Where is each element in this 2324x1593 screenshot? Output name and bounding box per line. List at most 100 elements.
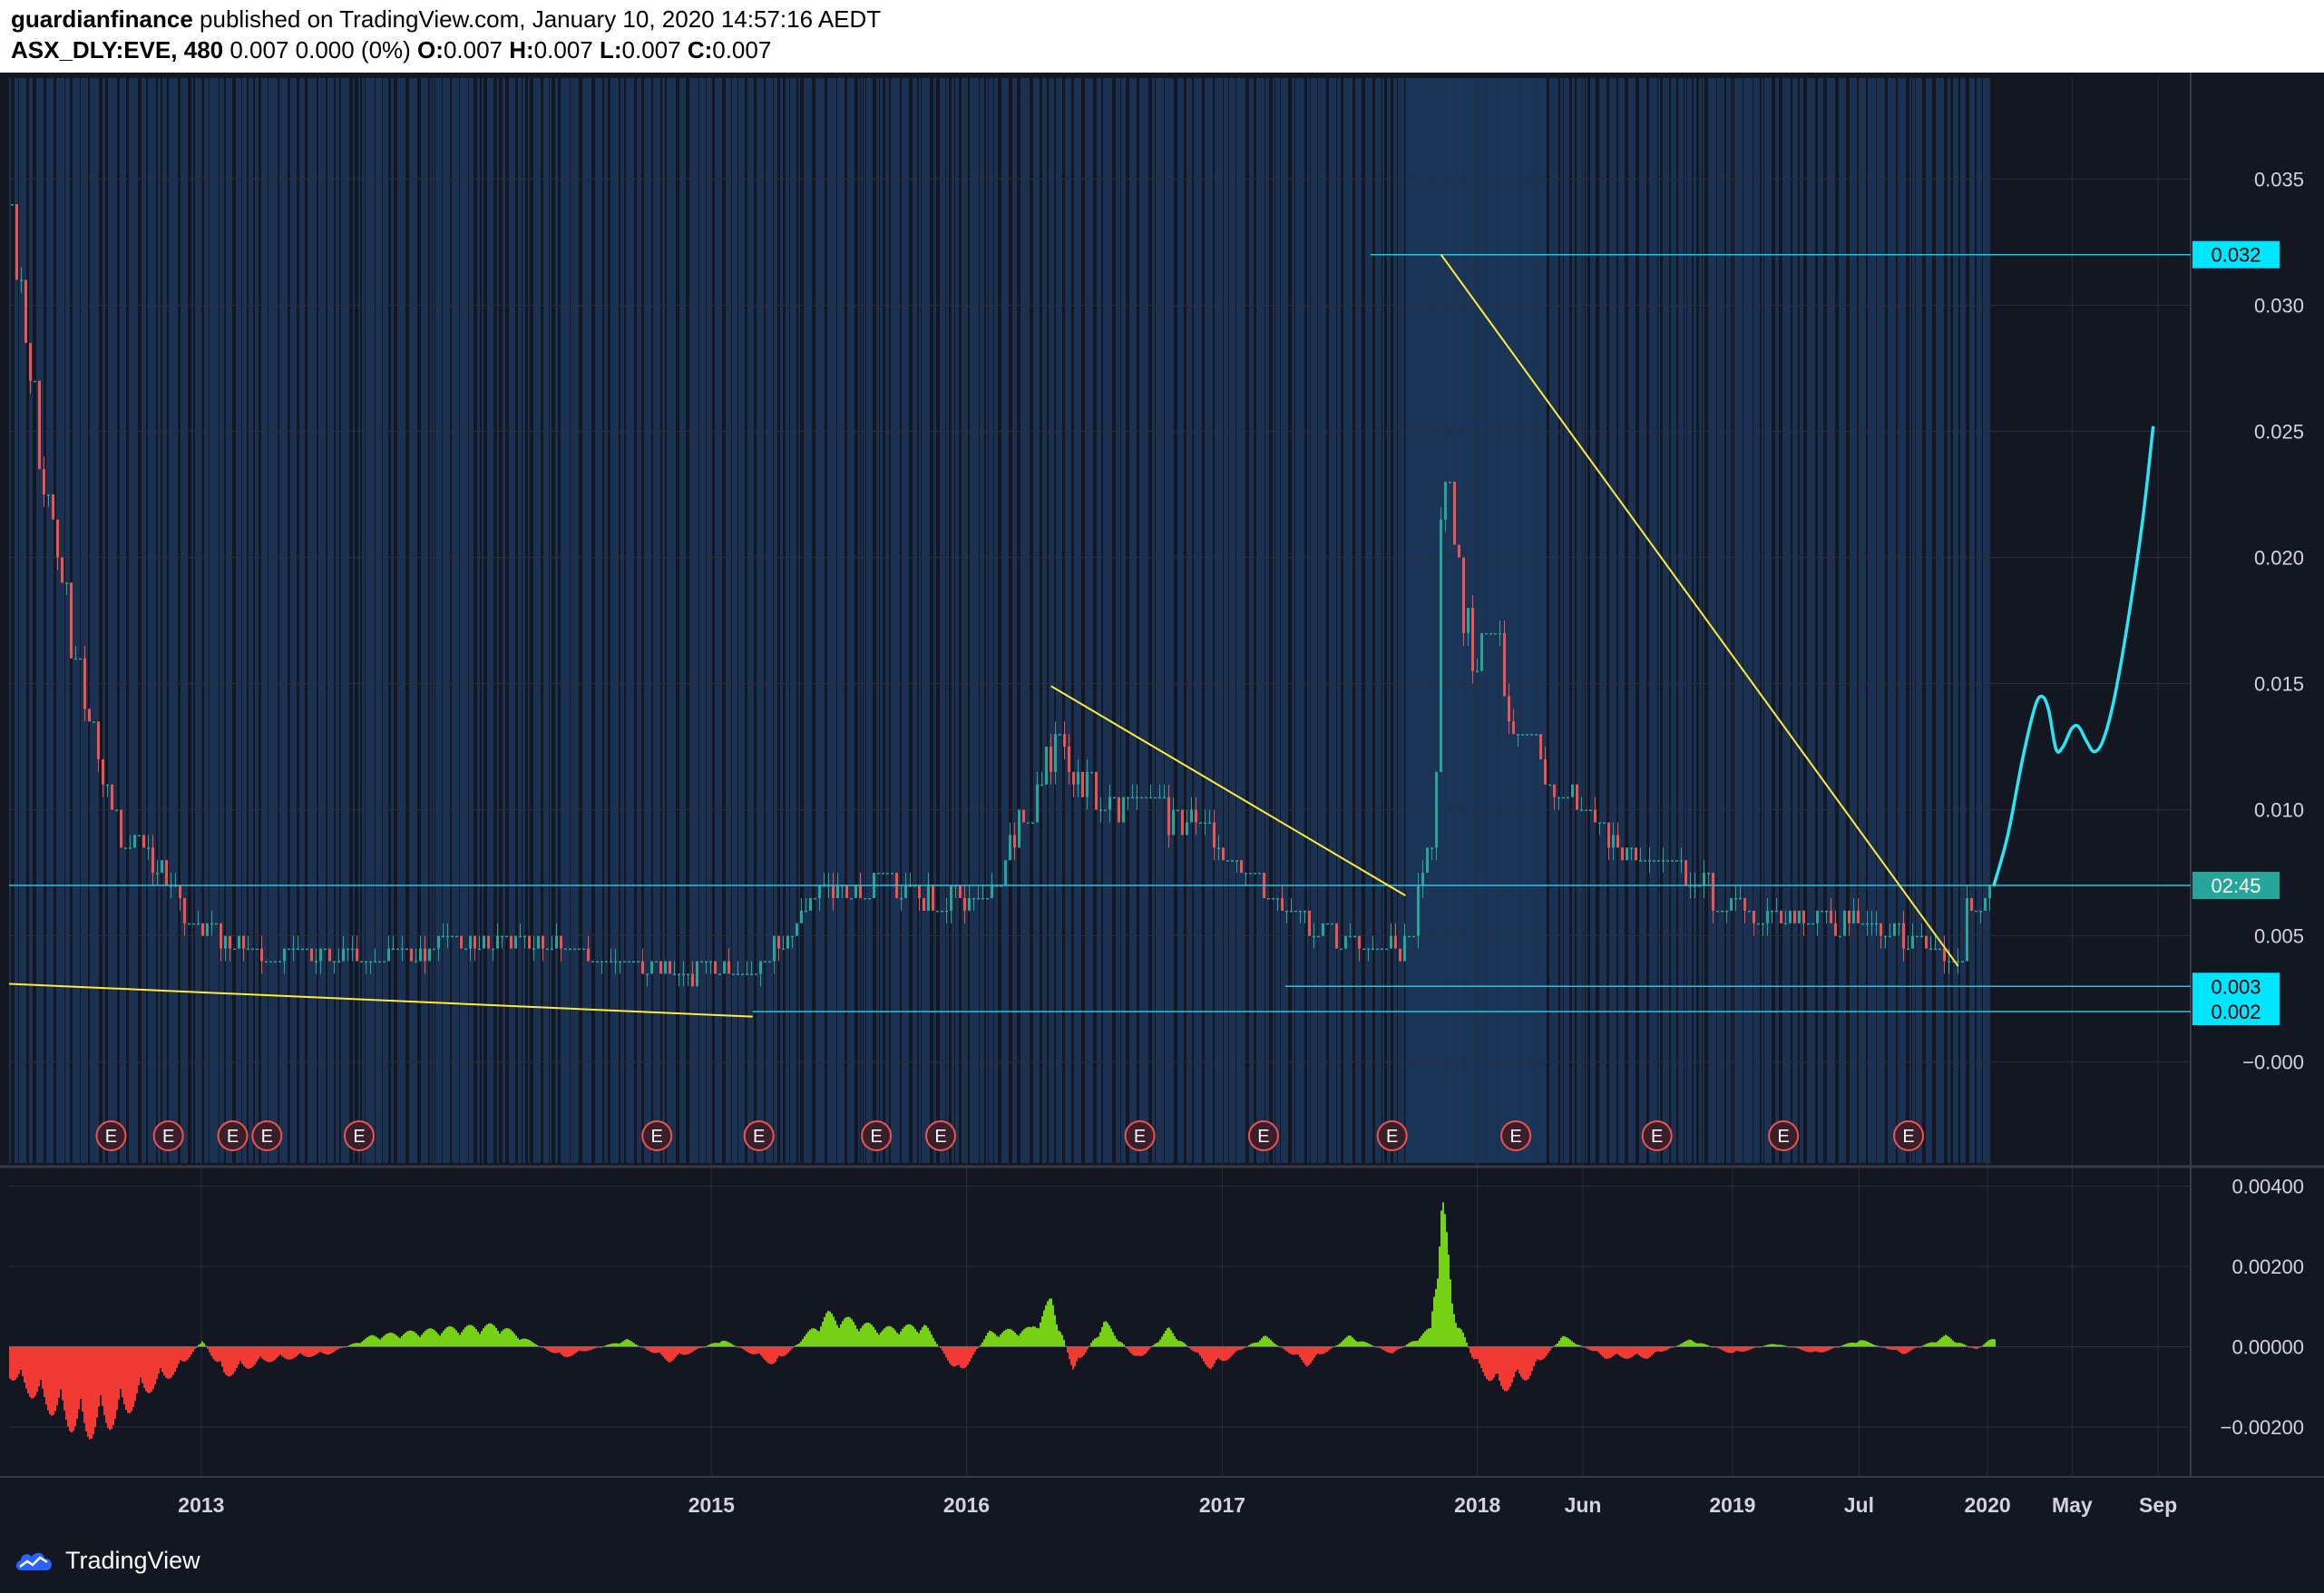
trendline[interactable] bbox=[1050, 685, 1406, 897]
session-band bbox=[1734, 78, 1743, 1163]
candle-body bbox=[1771, 910, 1773, 913]
earnings-marker[interactable] bbox=[95, 1120, 127, 1151]
osc-bar bbox=[1312, 1346, 1313, 1361]
candle-body bbox=[1031, 822, 1034, 825]
candle-body bbox=[1081, 771, 1084, 797]
osc-bar bbox=[1573, 1342, 1575, 1347]
osc-bar bbox=[263, 1346, 265, 1361]
osc-bar bbox=[900, 1331, 902, 1347]
session-band bbox=[1049, 78, 1054, 1163]
earnings-marker[interactable] bbox=[1376, 1120, 1408, 1151]
earnings-marker[interactable] bbox=[743, 1120, 775, 1151]
earnings-marker[interactable] bbox=[641, 1120, 673, 1151]
osc-bar bbox=[882, 1330, 884, 1347]
candle-body bbox=[614, 961, 617, 963]
osc-bar bbox=[880, 1332, 882, 1347]
earnings-marker[interactable] bbox=[152, 1120, 184, 1151]
osc-bar bbox=[1905, 1346, 1907, 1354]
osc-bar bbox=[386, 1333, 388, 1347]
osc-bar bbox=[1885, 1346, 1887, 1349]
osc-bar bbox=[40, 1346, 42, 1381]
osc-bar bbox=[1323, 1346, 1324, 1354]
osc-bar bbox=[16, 1346, 18, 1378]
osc-bar bbox=[673, 1346, 675, 1360]
osc-bar bbox=[586, 1346, 588, 1352]
osc-bar bbox=[1248, 1344, 1250, 1347]
session-band bbox=[847, 78, 854, 1163]
earnings-marker[interactable] bbox=[1124, 1120, 1156, 1151]
earnings-marker[interactable] bbox=[861, 1120, 893, 1151]
session-band bbox=[308, 78, 317, 1163]
earnings-marker[interactable] bbox=[343, 1120, 375, 1151]
osc-bar bbox=[29, 1346, 31, 1397]
osc-bar bbox=[510, 1329, 512, 1347]
trendline[interactable] bbox=[8, 982, 753, 1018]
osc-bar bbox=[49, 1346, 51, 1415]
tradingview-logo[interactable]: TradingView bbox=[13, 1544, 200, 1577]
candle-body bbox=[1440, 519, 1442, 772]
osc-bar bbox=[713, 1343, 715, 1347]
candle-body bbox=[347, 948, 349, 951]
osc-bar bbox=[1656, 1346, 1658, 1352]
earnings-marker-label: E bbox=[753, 1127, 765, 1147]
time-axis-label: Jun bbox=[1565, 1493, 1602, 1517]
publisher-name[interactable]: guardianfinance bbox=[11, 5, 193, 33]
osc-bar bbox=[1606, 1346, 1607, 1359]
candle-body bbox=[505, 935, 508, 938]
osc-bar bbox=[140, 1346, 142, 1378]
osc-bar bbox=[1753, 1346, 1754, 1349]
osc-bar bbox=[1455, 1323, 1457, 1347]
osc-bar bbox=[530, 1340, 532, 1347]
price-chart[interactable]: E E E E E E E E E E E E E E E E0.0350.0300.0250.0200.01… bbox=[0, 73, 2324, 1529]
candle-body bbox=[238, 935, 240, 949]
osc-bar bbox=[321, 1346, 323, 1354]
osc-bar bbox=[767, 1346, 769, 1363]
session-band bbox=[689, 78, 698, 1163]
osc-bar bbox=[1034, 1326, 1036, 1347]
earnings-marker-label: E bbox=[162, 1127, 174, 1147]
osc-bar bbox=[1012, 1330, 1014, 1347]
osc-bar bbox=[804, 1336, 806, 1347]
osc-bar bbox=[1664, 1346, 1665, 1352]
earnings-marker[interactable] bbox=[217, 1120, 249, 1151]
earnings-marker[interactable] bbox=[1893, 1120, 1925, 1151]
osc-bar bbox=[562, 1346, 564, 1357]
earnings-marker[interactable] bbox=[251, 1120, 283, 1151]
osc-bar bbox=[1947, 1335, 1948, 1347]
osc-bar bbox=[45, 1346, 47, 1405]
earnings-marker[interactable] bbox=[1247, 1120, 1279, 1151]
candle-body bbox=[496, 935, 499, 949]
trendline[interactable] bbox=[1440, 254, 1959, 967]
osc-bar bbox=[1802, 1346, 1803, 1351]
earnings-marker-label: E bbox=[1257, 1127, 1269, 1147]
osc-bar bbox=[114, 1346, 116, 1419]
earnings-marker[interactable] bbox=[1641, 1120, 1673, 1151]
candle-body bbox=[70, 582, 73, 659]
osc-bar bbox=[611, 1343, 613, 1347]
candle-body bbox=[741, 973, 744, 975]
osc-bar bbox=[1471, 1346, 1473, 1358]
osc-bar bbox=[595, 1346, 597, 1348]
osc-bar bbox=[571, 1346, 573, 1356]
candle-body bbox=[260, 948, 263, 962]
osc-bar bbox=[911, 1324, 913, 1347]
osc-bar bbox=[1382, 1346, 1384, 1351]
osc-bar bbox=[1277, 1345, 1279, 1347]
osc-bar bbox=[1707, 1344, 1709, 1347]
projection-curve[interactable] bbox=[1992, 425, 2155, 886]
osc-bar bbox=[1330, 1346, 1332, 1349]
osc-bar bbox=[415, 1333, 417, 1347]
earnings-marker[interactable] bbox=[924, 1120, 956, 1151]
osc-bar bbox=[1963, 1344, 1965, 1347]
earnings-marker-label: E bbox=[1777, 1127, 1789, 1147]
earnings-marker-label: E bbox=[1134, 1127, 1146, 1147]
session-band bbox=[644, 78, 651, 1163]
symbol-label[interactable]: ASX_DLY:EVE, 480 bbox=[11, 36, 224, 64]
earnings-marker[interactable] bbox=[1768, 1120, 1800, 1151]
candle-body bbox=[1167, 796, 1170, 836]
earnings-marker[interactable] bbox=[1500, 1120, 1532, 1151]
osc-bar bbox=[833, 1316, 835, 1347]
session-band bbox=[1292, 78, 1294, 1163]
osc-bar bbox=[1649, 1346, 1651, 1358]
session-band bbox=[158, 78, 161, 1163]
